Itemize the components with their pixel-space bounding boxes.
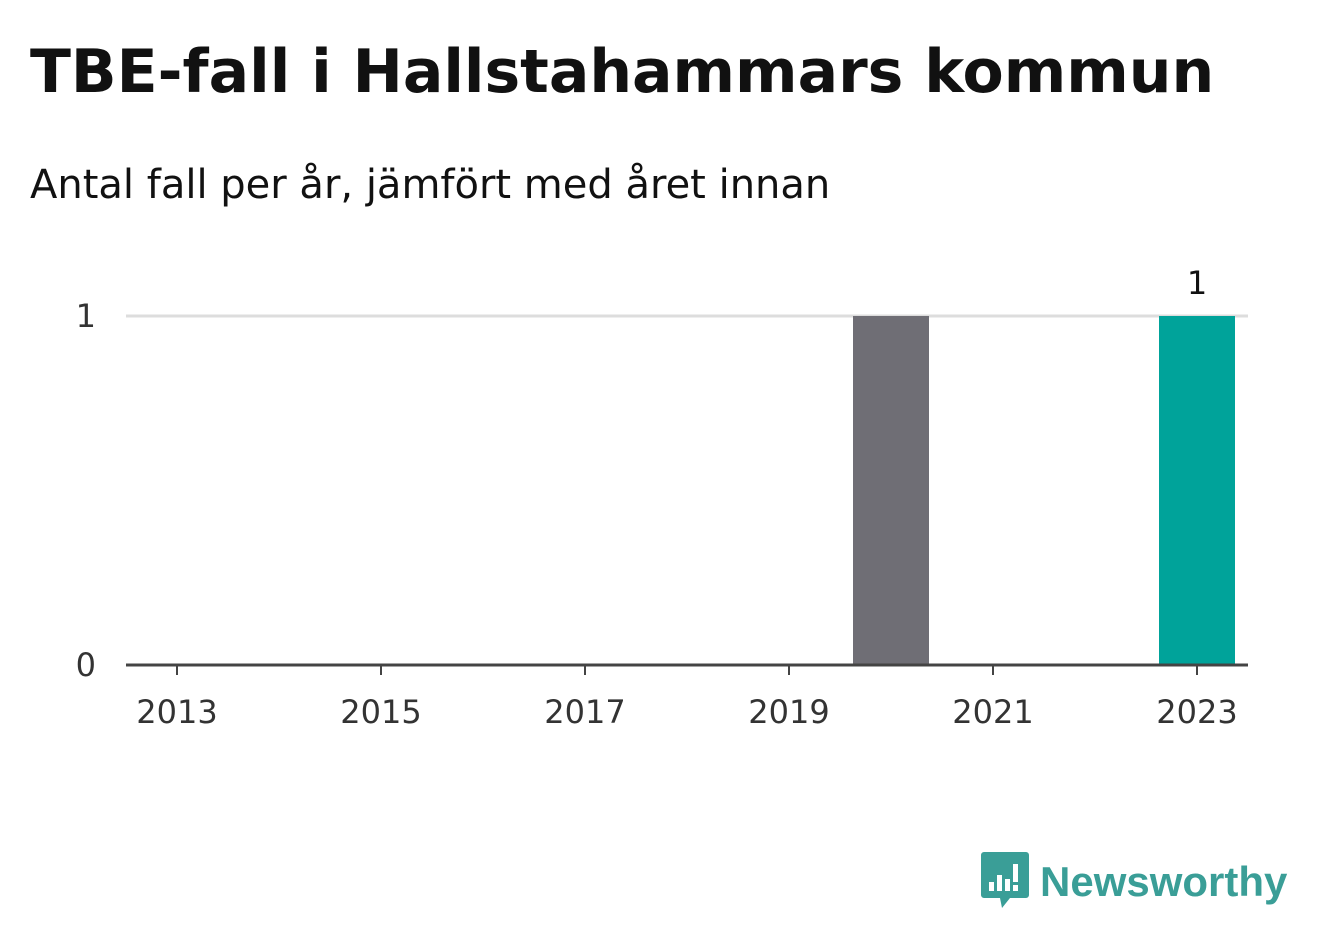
x-tick-label: 2015 — [340, 693, 421, 731]
x-tick-label: 2021 — [952, 693, 1033, 731]
x-tick-label: 2019 — [748, 693, 829, 731]
newsworthy-brand: Newsworthy — [980, 850, 1287, 914]
newsworthy-wordmark: Newsworthy — [1040, 858, 1288, 905]
newsworthy-logo-icon — [980, 850, 1030, 914]
bar — [1159, 316, 1235, 665]
x-tick-label: 2017 — [544, 693, 625, 731]
bar — [853, 316, 929, 665]
x-tick-label: 2023 — [1156, 693, 1237, 731]
chart-subtitle: Antal fall per år, jämfört med året inna… — [30, 162, 831, 208]
data-label: 1 — [1187, 264, 1207, 302]
y-tick-label: 1 — [76, 297, 96, 335]
y-tick-label: 0 — [76, 646, 96, 684]
x-tick-label: 2013 — [136, 693, 217, 731]
chart-title: TBE-fall i Hallstahammars kommun — [30, 37, 1215, 107]
